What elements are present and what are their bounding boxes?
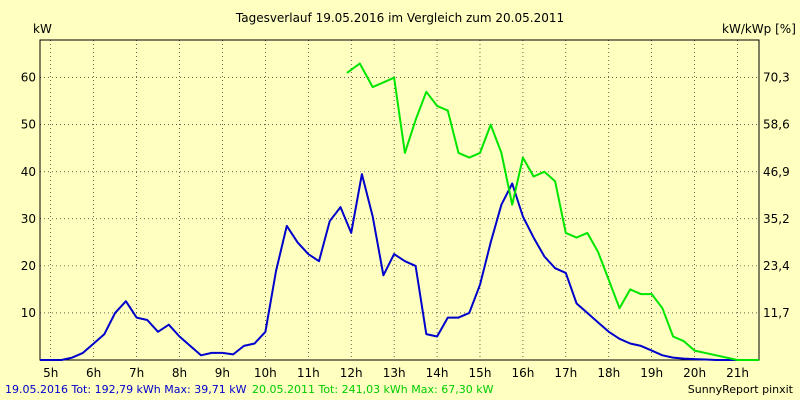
x-tick-label: 6h bbox=[86, 366, 101, 380]
x-tick-label: 17h bbox=[554, 366, 577, 380]
y-tick-label-left: 10 bbox=[21, 306, 36, 320]
chart-title: Tagesverlauf 19.05.2016 im Vergleich zum… bbox=[235, 11, 564, 25]
x-tick-label: 11h bbox=[297, 366, 320, 380]
y-tick-label-left: 60 bbox=[21, 71, 36, 85]
y-tick-label-left: 30 bbox=[21, 212, 36, 226]
y-axis-right-label: kW/kWp [%] bbox=[722, 22, 796, 36]
y-tick-label-right: 58,6 bbox=[763, 118, 790, 132]
x-tick-label: 16h bbox=[511, 366, 534, 380]
x-tick-label: 10h bbox=[254, 366, 277, 380]
y-tick-label-right: 46,9 bbox=[763, 165, 790, 179]
y-tick-label-left: 40 bbox=[21, 165, 36, 179]
y-axis-right-ticks: 11,7 23,4 35,2 46,9 58,6 70,3 bbox=[763, 71, 790, 320]
x-tick-label: 18h bbox=[597, 366, 620, 380]
y-tick-label-right: 70,3 bbox=[763, 71, 790, 85]
grid-lines bbox=[40, 40, 759, 360]
legend-series-2: 20.05.2011 Tot: 241,03 kWh Max: 67,30 kW bbox=[252, 383, 494, 396]
y-axis-left-label: kW bbox=[33, 22, 52, 36]
x-tick-label: 12h bbox=[340, 366, 363, 380]
x-tick-label: 21h bbox=[726, 366, 749, 380]
x-tick-label: 7h bbox=[129, 366, 144, 380]
x-tick-label: 8h bbox=[172, 366, 187, 380]
y-axis-left-ticks: 10 20 30 40 50 60 bbox=[21, 71, 36, 320]
series-line-1 bbox=[40, 173, 759, 361]
y-tick-label-right: 35,2 bbox=[763, 212, 790, 226]
credit-text: SunnyReport pinxit bbox=[688, 383, 794, 396]
legend-series-1: 19.05.2016 Tot: 192,79 kWh Max: 39,71 kW bbox=[5, 383, 247, 396]
x-axis-ticks: 5h 6h 7h 8h 9h 10h 11h 12h 13h 14h 15h 16h 17h 18h 19h… bbox=[43, 366, 749, 380]
x-tick-label: 9h bbox=[215, 366, 230, 380]
y-tick-label-right: 11,7 bbox=[763, 306, 790, 320]
x-tick-label: 5h bbox=[43, 366, 58, 380]
x-tick-label: 20h bbox=[683, 366, 706, 380]
x-tick-label: 15h bbox=[469, 366, 492, 380]
y-tick-label-right: 23,4 bbox=[763, 259, 790, 273]
x-tick-label: 13h bbox=[383, 366, 406, 380]
y-tick-label-left: 50 bbox=[21, 118, 36, 132]
x-tick-label: 19h bbox=[640, 366, 663, 380]
y-tick-label-left: 20 bbox=[21, 259, 36, 273]
series-lines bbox=[40, 62, 759, 361]
plot-area bbox=[39, 39, 760, 361]
x-tick-label: 14h bbox=[426, 366, 449, 380]
series-line-2 bbox=[346, 62, 759, 361]
